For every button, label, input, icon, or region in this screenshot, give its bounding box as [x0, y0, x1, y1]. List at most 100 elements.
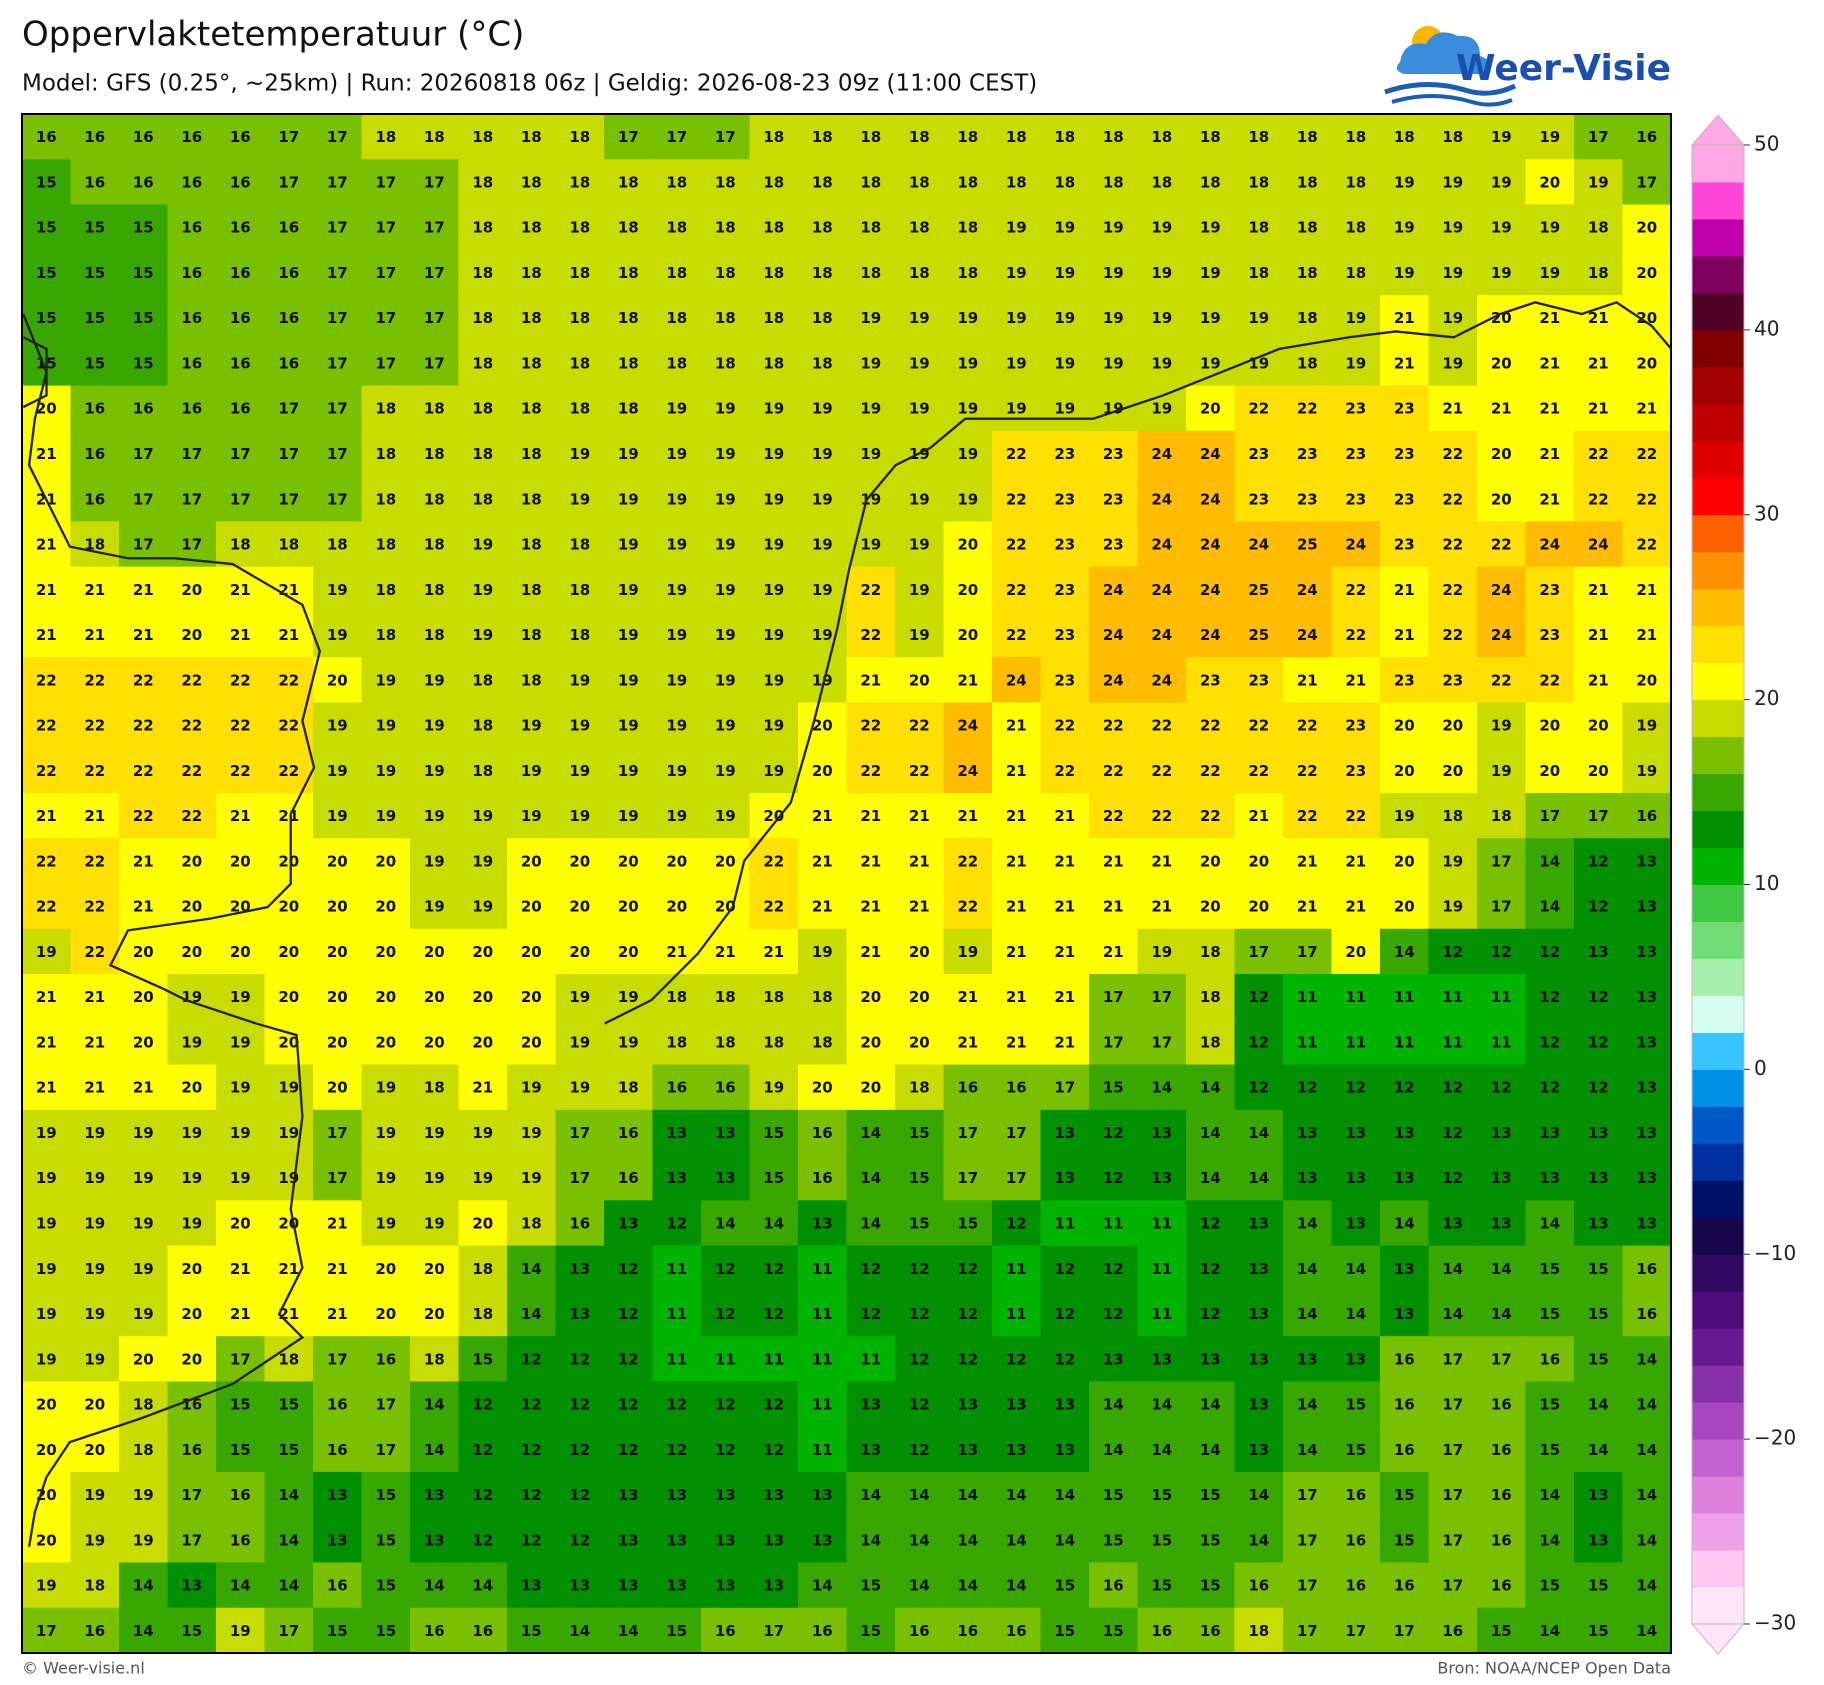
temperature-label: 20: [715, 852, 736, 870]
temperature-label: 16: [230, 309, 251, 327]
temperature-label: 18: [1248, 264, 1269, 282]
temperature-label: 19: [84, 1124, 105, 1142]
temperature-label: 17: [278, 445, 299, 463]
temperature-label: 18: [715, 264, 736, 282]
temperature-cell: [1137, 1109, 1187, 1156]
temperature-cell: [216, 611, 266, 658]
temperature-label: 21: [133, 852, 154, 870]
temperature-label: 14: [278, 1577, 299, 1595]
temperature-label: 13: [1539, 1124, 1560, 1142]
temperature-cell: [119, 1381, 169, 1428]
temperature-cell: [1040, 430, 1090, 477]
temperature-cell: [1186, 792, 1236, 839]
temperature-cell: [943, 340, 993, 387]
temperature-cell: [1186, 1200, 1236, 1247]
temperature-cell: [1137, 657, 1187, 704]
temperature-cell: [361, 340, 411, 387]
temperature-label: 16: [1394, 1396, 1415, 1414]
temperature-cell: [652, 159, 702, 206]
temperature-cell: [943, 1471, 993, 1518]
temperature-cell: [749, 1426, 799, 1473]
temperature-label: 20: [36, 1531, 57, 1549]
temperature-cell: [604, 702, 654, 749]
temperature-cell: [119, 838, 169, 885]
temperature-cell: [1574, 249, 1624, 296]
temperature-cell: [1040, 611, 1090, 658]
temperature-cell: [22, 1562, 72, 1609]
temperature-label: 19: [860, 354, 881, 372]
temperature-cell: [1283, 159, 1333, 206]
temperature-cell: [1331, 1109, 1381, 1156]
temperature-label: 24: [1151, 671, 1172, 689]
temperature-cell: [361, 1471, 411, 1518]
temperature-cell: [749, 385, 799, 432]
temperature-label: 15: [763, 1169, 784, 1187]
temperature-cell: [1574, 1109, 1624, 1156]
colorbar-band: [1692, 884, 1744, 922]
temperature-label: 17: [375, 219, 396, 237]
temperature-cell: [1428, 566, 1478, 613]
temperature-label: 20: [327, 898, 348, 916]
temperature-cell: [701, 1200, 751, 1247]
temperature-cell: [1428, 295, 1478, 341]
temperature-cell: [1331, 1064, 1381, 1111]
temperature-label: 18: [569, 536, 590, 554]
temperature-cell: [313, 1607, 363, 1654]
temperature-cell: [458, 883, 508, 930]
temperature-cell: [604, 1426, 654, 1473]
colorbar-band: [1692, 773, 1744, 812]
temperature-label: 16: [1200, 1622, 1221, 1640]
temperature-cell: [264, 838, 314, 885]
temperature-label: 20: [230, 852, 251, 870]
temperature-cell: [1040, 657, 1090, 704]
temperature-cell: [1234, 1517, 1284, 1564]
temperature-cell: [895, 611, 945, 658]
temperature-label: 20: [957, 581, 978, 599]
colorbar-band: [1692, 1513, 1744, 1551]
temperature-label: 19: [957, 354, 978, 372]
temperature-label: 22: [133, 807, 154, 825]
temperature-label: 22: [1539, 671, 1560, 689]
temperature-cell: [846, 792, 896, 839]
temperature-label: 20: [181, 1350, 202, 1368]
temperature-label: 19: [84, 1486, 105, 1504]
temperature-label: 18: [1297, 219, 1318, 237]
temperature-cell: [1525, 1245, 1575, 1292]
temperature-label: 19: [812, 943, 833, 961]
temperature-label: 16: [84, 173, 105, 191]
temperature-label: 15: [1151, 1486, 1172, 1504]
temperature-cell: [22, 1290, 72, 1337]
temperature-cell: [1089, 1607, 1139, 1654]
temperature-cell: [604, 838, 654, 885]
temperature-cell: [652, 1426, 702, 1473]
temperature-cell: [264, 1200, 314, 1247]
temperature-label: 21: [84, 626, 105, 644]
temperature-label: 13: [1491, 1169, 1512, 1187]
temperature-label: 16: [957, 1622, 978, 1640]
temperature-label: 22: [1297, 717, 1318, 735]
temperature-label: 15: [36, 309, 57, 327]
temperature-label: 19: [327, 717, 348, 735]
temperature-cell: [313, 249, 363, 296]
temperature-cell: [1040, 838, 1090, 885]
temperature-cell: [1089, 476, 1139, 522]
temperature-label: 23: [1539, 581, 1560, 599]
temperature-cell: [846, 611, 896, 658]
temperature-label: 19: [424, 807, 445, 825]
temperature-label: 20: [327, 1079, 348, 1097]
temperature-label: 12: [1006, 1350, 1027, 1368]
temperature-label: 21: [1054, 943, 1075, 961]
temperature-label: 22: [1442, 626, 1463, 644]
colorbar-band: [1692, 255, 1744, 294]
temperature-cell: [507, 747, 557, 794]
temperature-label: 19: [812, 536, 833, 554]
temperature-label: 18: [1345, 219, 1366, 237]
temperature-cell: [895, 1019, 945, 1066]
temperature-label: 16: [1345, 1531, 1366, 1549]
temperature-label: 25: [1297, 536, 1318, 554]
temperature-cell: [1283, 430, 1333, 477]
temperature-cell: [1137, 1200, 1187, 1247]
temperature-label: 16: [181, 219, 202, 237]
temperature-label: 22: [909, 762, 930, 780]
